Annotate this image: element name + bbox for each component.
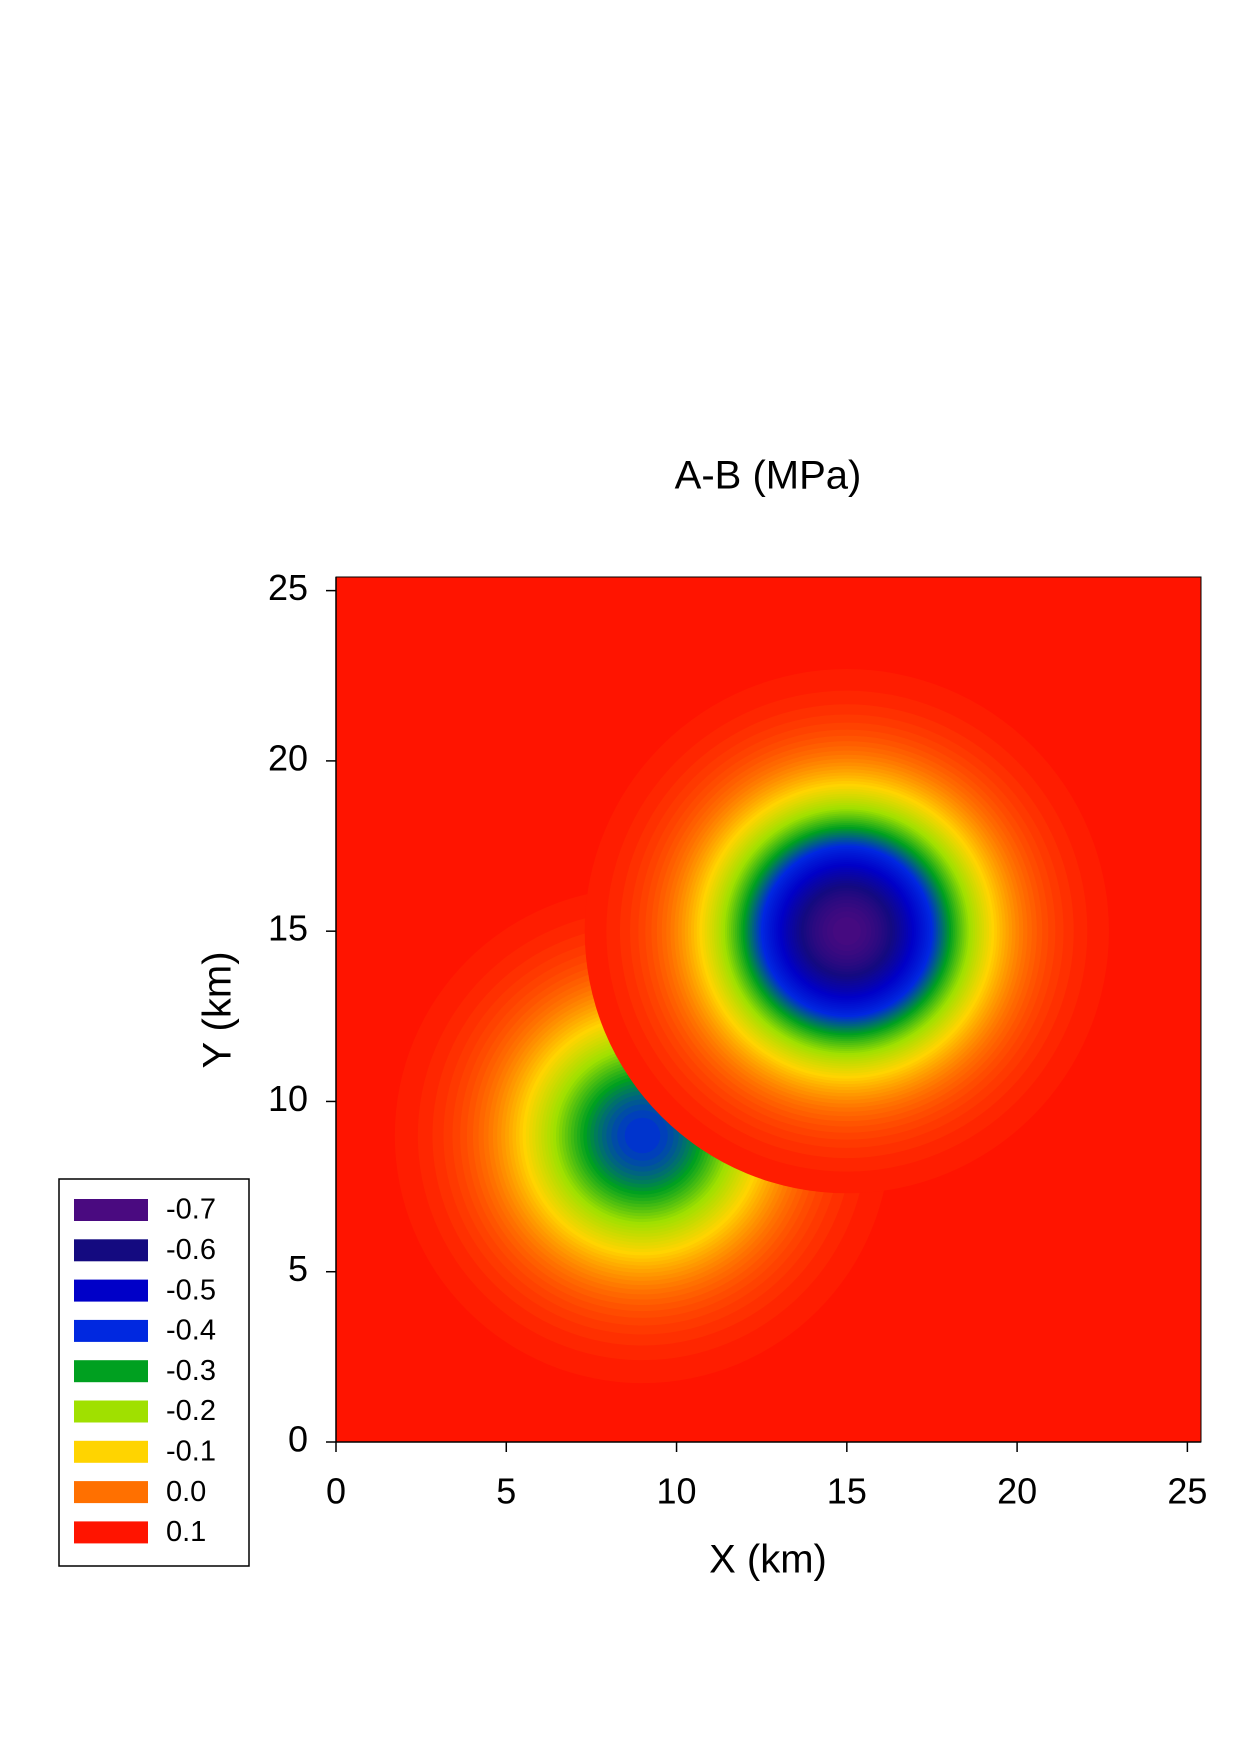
- legend-swatch: [74, 1239, 148, 1262]
- legend-label: -0.4: [166, 1315, 216, 1347]
- legend-swatch: [74, 1400, 148, 1423]
- legend-label: 0.0: [166, 1476, 206, 1508]
- contour-band: [832, 917, 861, 946]
- field: [336, 577, 1201, 1442]
- x-tick-label: 10: [657, 1471, 697, 1512]
- x-tick-label: 15: [827, 1471, 867, 1512]
- y-tick-label: 5: [288, 1248, 308, 1289]
- y-tick-label: 10: [268, 1078, 308, 1119]
- legend-label: -0.6: [166, 1234, 216, 1266]
- x-tick-label: 0: [326, 1471, 346, 1512]
- legend-label: -0.5: [166, 1274, 216, 1306]
- legend-swatch: [74, 1521, 148, 1544]
- legend-label: -0.7: [166, 1194, 216, 1226]
- y-axis-label: Y (km): [196, 951, 240, 1068]
- legend-swatch: [74, 1199, 148, 1221]
- chart-title: A-B (MPa): [675, 454, 862, 498]
- legend-swatch: [74, 1279, 148, 1302]
- y-tick-label: 25: [268, 567, 308, 608]
- y-tick-label: 0: [288, 1419, 308, 1460]
- legend-label: -0.2: [166, 1395, 216, 1427]
- x-axis-label: X (km): [709, 1538, 827, 1582]
- x-tick-label: 20: [997, 1471, 1037, 1512]
- legend-label: -0.1: [166, 1435, 216, 1467]
- legend-swatch: [74, 1319, 148, 1342]
- legend-label: 0.1: [166, 1516, 206, 1548]
- legend-label: -0.3: [166, 1355, 216, 1387]
- y-tick-label: 20: [268, 737, 308, 778]
- y-tick-label: 15: [268, 908, 308, 949]
- legend-swatch: [74, 1360, 148, 1383]
- contour-band: [624, 1117, 661, 1154]
- x-tick-label: 25: [1167, 1471, 1207, 1512]
- legend-swatch: [74, 1481, 148, 1504]
- legend-swatch: [74, 1440, 148, 1463]
- x-tick-label: 5: [496, 1471, 516, 1512]
